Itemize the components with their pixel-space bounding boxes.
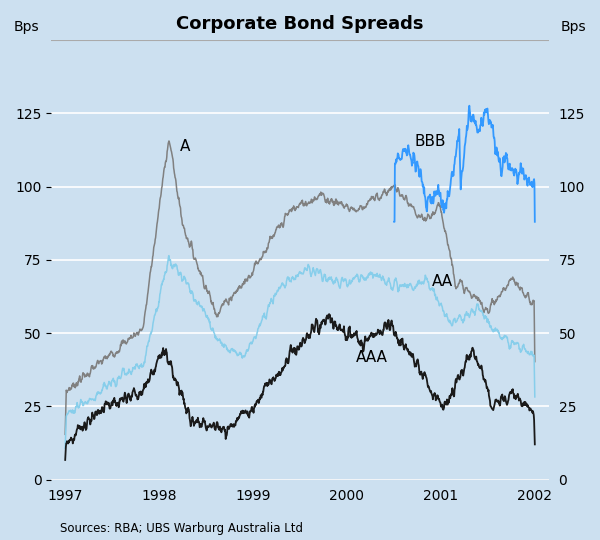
Text: A: A — [180, 139, 190, 154]
Text: Bps: Bps — [560, 19, 586, 33]
Text: Bps: Bps — [14, 19, 40, 33]
Text: AA: AA — [431, 274, 452, 289]
Text: AAA: AAA — [356, 350, 388, 366]
Text: BBB: BBB — [415, 133, 446, 148]
Text: Sources: RBA; UBS Warburg Australia Ltd: Sources: RBA; UBS Warburg Australia Ltd — [60, 522, 303, 535]
Title: Corporate Bond Spreads: Corporate Bond Spreads — [176, 15, 424, 33]
